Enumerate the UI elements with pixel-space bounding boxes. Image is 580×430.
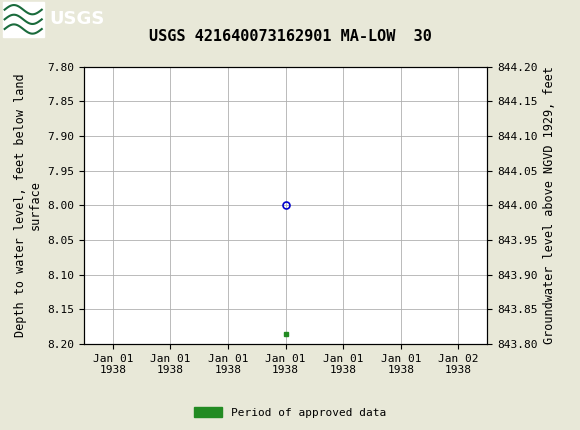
Text: USGS: USGS [49, 10, 104, 28]
Y-axis label: Groundwater level above NGVD 1929, feet: Groundwater level above NGVD 1929, feet [543, 66, 556, 344]
Y-axis label: Depth to water level, feet below land
surface: Depth to water level, feet below land su… [14, 74, 42, 337]
FancyBboxPatch shape [3, 2, 43, 37]
Text: USGS 421640073162901 MA-LOW  30: USGS 421640073162901 MA-LOW 30 [148, 29, 432, 44]
Legend: Period of approved data: Period of approved data [190, 402, 390, 422]
